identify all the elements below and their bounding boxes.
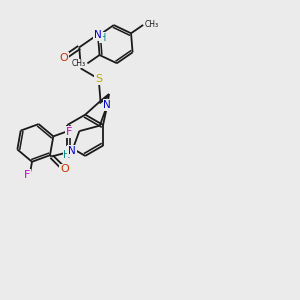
Text: N: N [68, 146, 76, 156]
Text: F: F [24, 170, 30, 180]
Text: CH₃: CH₃ [71, 59, 86, 68]
Text: N: N [103, 100, 111, 110]
Text: O: O [60, 53, 69, 63]
Text: F: F [65, 127, 72, 137]
Text: H: H [100, 33, 107, 43]
Text: S: S [95, 74, 102, 84]
Text: O: O [60, 164, 69, 175]
Text: H: H [63, 150, 70, 160]
Text: CH₃: CH₃ [145, 20, 159, 29]
Text: N: N [94, 30, 102, 40]
